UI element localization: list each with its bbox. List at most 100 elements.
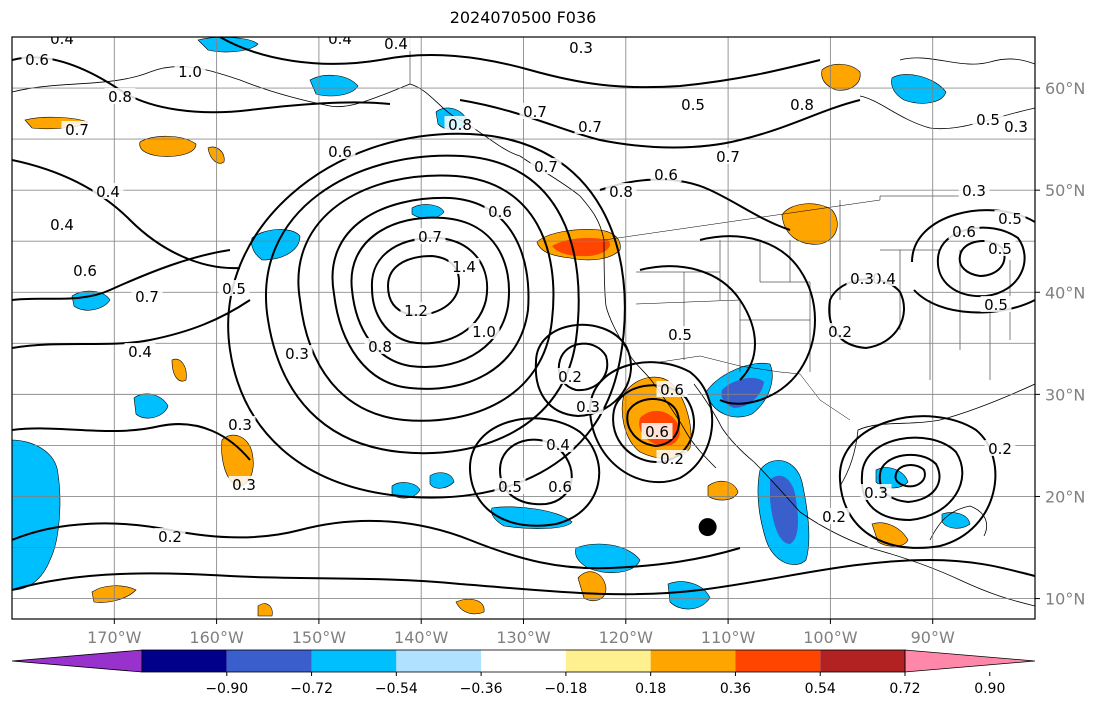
contour-label-bg [958, 182, 990, 198]
contour-east-ring-1 [958, 240, 1006, 278]
contour-label: 0.6 [645, 423, 669, 441]
contour-label-bg [818, 508, 850, 524]
contour-label: 0.4 [96, 183, 120, 201]
colorbar-tick-label: −0.54 [375, 681, 418, 697]
colorbar-segment [735, 650, 821, 672]
contour-label: 0.5 [998, 210, 1022, 228]
contour-label: 0.7 [65, 121, 89, 139]
contour-label-bg [544, 478, 576, 494]
contour-label-bg [324, 143, 356, 159]
contour-label-bg [994, 210, 1026, 226]
longitude-axis: 170°W 160°W 150°W 140°W 130°W 120°W 110°W 100°W… [87, 619, 955, 647]
contour-label: 0.3 [232, 476, 256, 494]
contour-label: 0.7 [716, 148, 740, 166]
contour-label-bg [1000, 118, 1032, 134]
contour-label-bg [574, 118, 606, 134]
contour-label-bg [565, 39, 597, 55]
contour-label-bg [484, 203, 516, 219]
contour-label-bg [281, 345, 313, 361]
contour-label-bg [364, 338, 396, 354]
contour-label: 1.4 [452, 258, 476, 276]
contour-label: 0.6 [328, 143, 352, 161]
contour-label-bg [400, 302, 432, 318]
contour-label: 0.6 [660, 381, 684, 399]
contour-baja-0.6 [626, 397, 681, 448]
shade-positive-pacific-8 [707, 480, 739, 501]
colorbar-tick-label: 0.18 [635, 681, 666, 697]
contour-label: 0.4 [128, 343, 152, 361]
shade-positive-pacific-11 [455, 599, 485, 615]
shade-positive-pacific-9 [207, 146, 225, 164]
contour-label: 0.4 [872, 270, 896, 288]
lon-tick-label: 140°W [394, 628, 449, 647]
contour-gulf-ring-3 [860, 436, 964, 522]
contour-label: 0.3 [576, 398, 600, 416]
contour-plains [699, 235, 816, 405]
border-us-canada [603, 195, 960, 241]
contour-south-low-2 [468, 417, 601, 527]
contour-center-low-2 [534, 323, 632, 418]
contour-label-bg [984, 240, 1016, 256]
lon-tick-label: 90°W [911, 628, 955, 647]
contour-label-bg [468, 323, 500, 339]
lat-tick-label: 20°N [1045, 487, 1085, 506]
colorbar-segment [650, 650, 736, 672]
contour-label-bg [972, 111, 1004, 127]
contour-label-bg [448, 258, 480, 274]
contour-label: 0.6 [488, 203, 512, 221]
contour-label: 0.5 [222, 280, 246, 298]
shade-negative-alaska-1 [309, 74, 359, 97]
contour-label: 0.2 [660, 450, 684, 468]
contour-label: 0.8 [790, 96, 814, 114]
plot-title: 2024070500 F036 [449, 8, 597, 27]
colorbar-tick-label: −0.18 [544, 681, 587, 697]
shade-positive-pacific-3 [221, 434, 254, 487]
contour-label: 0.7 [135, 288, 159, 306]
lat-tick-label: 10°N [1045, 590, 1085, 609]
contour-west-wave-2 [12, 249, 231, 301]
lon-tick-label: 100°W [803, 628, 858, 647]
contour-label-bg [677, 96, 709, 112]
contour-label-bg [154, 528, 186, 544]
contour-baja-0.3 [588, 361, 714, 484]
contour-label: 0.2 [158, 528, 182, 546]
shade-positive-pacific-7 [171, 358, 187, 382]
contour-1.0-ring [370, 236, 489, 345]
shade-positive-dakota [781, 203, 838, 245]
contour-label: 0.5 [976, 111, 1000, 129]
colorbar-segment [820, 650, 905, 672]
contour-label-bg [980, 296, 1012, 312]
colorbar-segment [565, 650, 651, 672]
contour-1.2-core [386, 254, 460, 316]
contour-label: 0.6 [654, 166, 678, 184]
shade-negative-west-4 [71, 290, 111, 311]
colorbar-outline [141, 649, 906, 673]
contour-label: 0.3 [569, 39, 593, 57]
contour-label: 0.3 [962, 182, 986, 200]
contour-layer [12, 37, 1035, 596]
lon-tick-label: 130°W [496, 628, 551, 647]
shade-strong-oregon [552, 238, 610, 257]
contour-label-bg [656, 450, 688, 466]
lon-tick-label: 170°W [87, 628, 142, 647]
shade-negative-west-2 [251, 229, 301, 261]
contour-label: 0.3 [1004, 118, 1028, 136]
contour-south-wave-2 [12, 558, 1035, 596]
lon-tick-label: 150°W [292, 628, 347, 647]
contour-label: 0.8 [609, 183, 633, 201]
contour-baja-0.5 [612, 384, 695, 464]
contour-label-bg [224, 416, 256, 432]
contour-gulf-ring-1 [894, 464, 926, 488]
colorbar-tick-label: −0.36 [460, 681, 503, 697]
contour-north-wave [12, 56, 391, 114]
contour-label-bg [572, 398, 604, 414]
border-states [635, 200, 1011, 380]
lat-tick-label: 40°N [1045, 283, 1085, 302]
location-marker [698, 518, 717, 537]
contour-label-bg [656, 381, 688, 397]
contour-labels: 0.60.4 0.4 0.4 0.30.81.00.70.60.80.7 0.50.7 0… [21, 37, 1032, 546]
contour-label: 0.6 [548, 478, 572, 496]
contour-label-bg [21, 51, 53, 67]
contour-label-bg [712, 148, 744, 164]
contour-south-wave [12, 519, 741, 570]
